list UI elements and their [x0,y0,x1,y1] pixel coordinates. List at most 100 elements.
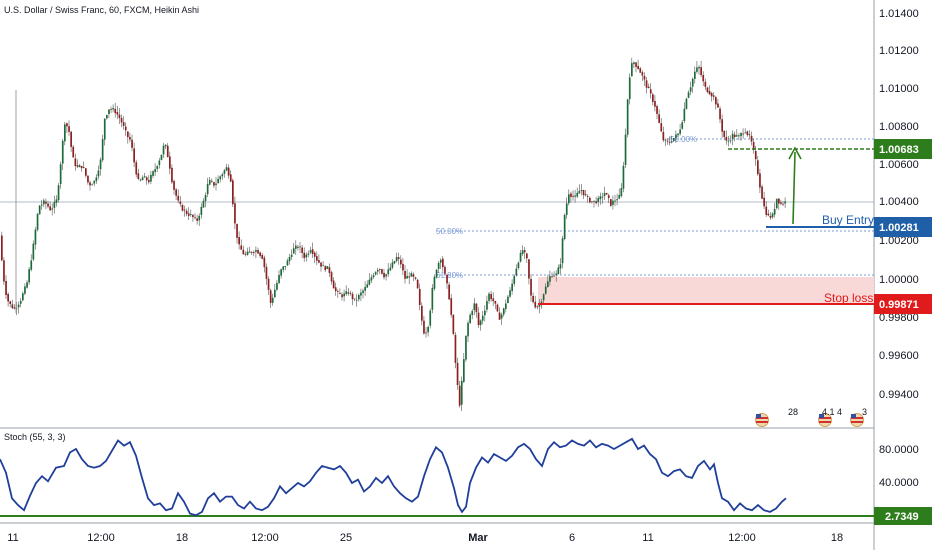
candle [404,271,406,279]
target-arrow-head [788,146,802,160]
price-axis: 1.01400 1.01200 1.01000 1.00800 1.00600 … [874,8,932,525]
candle [152,171,154,176]
target-price-tag [874,139,932,159]
event-flags: 28 4.1 4 3 [755,407,868,427]
candle [549,276,551,282]
candle [51,208,54,210]
candle [475,303,478,313]
candle [295,245,297,249]
candle [597,198,600,203]
candle [156,166,159,169]
candle [439,259,442,263]
candle [778,198,780,204]
candle [780,202,782,204]
candle [213,182,215,186]
candle [1,235,3,261]
target-price-tag-text: 1.00683 [879,144,919,156]
candle [698,66,700,69]
candle [234,203,236,224]
candle [465,335,467,360]
candle [612,200,614,205]
candle [725,136,728,141]
candle [150,174,152,182]
candle [593,200,595,202]
candle [15,308,18,310]
stoch-value-tag [874,507,932,525]
candle [196,218,198,221]
us-flag-icon[interactable]: 3 [850,407,868,427]
candle [160,154,163,160]
candle [204,195,207,202]
candle [38,205,41,215]
candle [187,213,190,216]
event-count: 28 [788,407,798,417]
candle [557,267,560,275]
candle [135,162,138,175]
candle [330,272,333,282]
candle [565,203,568,215]
candle [43,200,45,205]
candle [654,100,656,107]
candle [129,136,131,140]
us-flag-icon[interactable]: 4.1 4 [818,407,843,427]
candle [666,140,669,142]
candle [202,200,205,208]
event-count: 4.1 4 [822,407,842,417]
candle [324,266,327,271]
stoch-pane [0,437,874,517]
candle [99,159,102,170]
candle [635,62,637,67]
candle [607,195,610,199]
x-tick-label: 11 [7,532,18,544]
candle [771,213,774,218]
candle [626,99,629,135]
candle [469,314,471,323]
y-tick-label: 1.01200 [879,45,919,57]
candle [3,260,5,282]
candle [423,320,425,334]
candle [433,276,436,289]
candle [169,156,171,169]
candle [345,291,348,295]
candle [610,199,612,206]
candle [261,255,264,259]
us-flag-icon[interactable]: 28 [755,407,799,427]
candle [30,260,33,270]
candle [603,193,606,197]
candle [414,277,417,279]
candle [496,304,499,312]
candle [280,269,282,276]
candle [395,256,398,262]
candle [194,217,196,219]
candle [250,252,253,253]
candle [393,261,396,264]
candle [219,176,222,180]
candle [521,250,524,254]
candle [738,135,740,137]
candle [412,274,415,277]
buy-price-tag-text: 1.00281 [879,222,919,234]
candle [286,260,289,266]
candle [572,195,574,197]
candle [505,303,507,309]
candle [145,177,148,181]
candle [116,112,119,115]
candle [473,303,476,311]
candle [61,140,64,164]
candle [389,267,392,271]
candle [542,294,545,301]
candle [271,297,274,303]
candle [372,275,375,278]
candle [360,292,362,296]
candle [563,214,566,240]
candle [683,108,686,122]
candle [736,135,738,137]
candle [658,114,660,123]
candle [702,74,705,82]
candle [643,75,646,80]
fib-label-3: 61.80% [436,271,463,280]
candle [547,281,549,288]
x-tick-label: 12:00 [251,532,279,544]
candle [9,301,12,305]
candle [19,300,22,304]
